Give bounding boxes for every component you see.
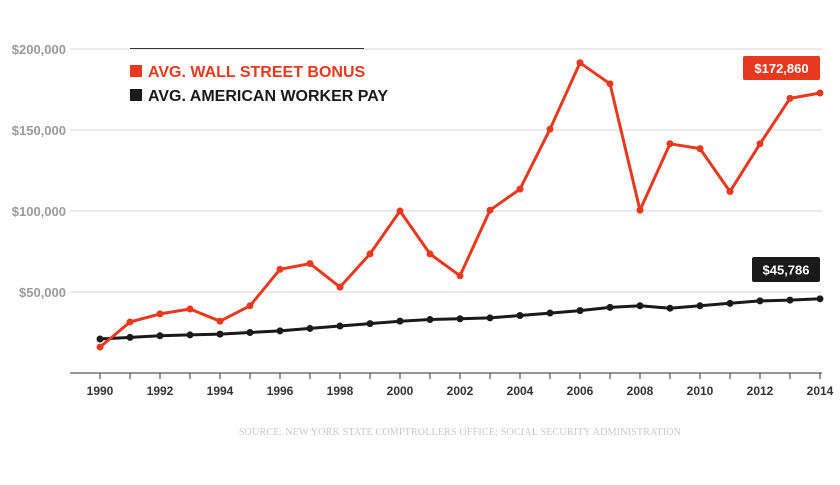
data-point <box>126 333 134 341</box>
data-point <box>246 329 254 336</box>
data-point <box>606 80 614 88</box>
data-point <box>726 188 734 196</box>
data-point <box>216 317 224 325</box>
data-point <box>336 322 344 330</box>
data-point <box>636 206 644 214</box>
data-point <box>306 260 314 268</box>
data-point <box>666 304 674 312</box>
data-point <box>696 302 704 310</box>
data-point <box>546 309 554 317</box>
legend-label: AVG. WALL STREET BONUS <box>148 64 366 81</box>
x-tick-label: 2014 <box>807 384 834 398</box>
y-axis: $50,000 $100,000 $150,000 $200,000 <box>12 42 66 300</box>
legend: AVG. WALL STREET BONUS AVG. AMERICAN WORK… <box>130 48 388 105</box>
y-tick-label: $50,000 <box>19 285 66 300</box>
data-point <box>486 314 494 322</box>
data-point <box>816 295 824 303</box>
data-point <box>156 310 164 318</box>
data-point <box>276 327 284 335</box>
x-axis: 1990 1992 1994 1996 1998 2000 2002 2004 2006 2008… <box>70 372 834 398</box>
x-tick-label: 1990 <box>87 384 114 398</box>
data-point <box>396 317 404 325</box>
x-tick-label: 2010 <box>687 384 714 398</box>
data-point <box>576 59 584 67</box>
data-point <box>276 265 284 273</box>
data-point <box>366 320 374 328</box>
data-point <box>246 302 254 310</box>
y-tick-label: $150,000 <box>12 123 66 138</box>
data-point <box>366 250 374 258</box>
x-tick-label: 2008 <box>627 384 654 398</box>
data-point <box>426 250 434 258</box>
value-callout <box>743 56 820 80</box>
legend-label: AVG. AMERICAN WORKER PAY <box>148 88 388 105</box>
x-tick-label: 1992 <box>147 384 174 398</box>
data-point <box>636 302 644 310</box>
x-tick-label: 2004 <box>507 384 534 398</box>
data-point <box>486 206 494 214</box>
data-point <box>186 331 194 339</box>
x-tick-label: 1998 <box>327 384 354 398</box>
value-callout <box>752 257 820 282</box>
data-point <box>516 185 524 193</box>
gridlines <box>70 48 822 293</box>
data-point <box>96 335 104 343</box>
data-point <box>576 307 584 315</box>
value-callout-label: $45,786 <box>763 263 810 278</box>
data-point <box>516 311 524 319</box>
y-tick-label: $100,000 <box>12 204 66 219</box>
data-point <box>696 145 704 153</box>
value-callouts: $172,860 $45,786 <box>743 56 820 282</box>
data-point <box>786 296 794 304</box>
data-point <box>336 283 344 291</box>
series-lines <box>96 59 824 351</box>
data-point <box>126 318 134 326</box>
data-point <box>156 332 164 340</box>
data-point <box>186 305 194 313</box>
data-point <box>426 316 434 324</box>
x-tick-label: 2000 <box>387 384 414 398</box>
data-point <box>786 94 794 102</box>
x-tick-label: 2002 <box>447 384 474 398</box>
data-point <box>726 299 734 307</box>
data-point <box>666 140 674 148</box>
data-point <box>306 324 314 332</box>
y-tick-label: $200,000 <box>12 42 66 57</box>
data-point <box>546 125 554 133</box>
x-tick-label: 2012 <box>747 384 774 398</box>
data-point <box>96 343 104 351</box>
data-point <box>816 89 824 97</box>
data-point <box>456 315 464 323</box>
data-point <box>456 272 464 280</box>
data-point <box>396 207 404 215</box>
x-tick-label: 1996 <box>267 384 294 398</box>
x-tick-label: 1994 <box>207 384 234 398</box>
data-point <box>606 303 614 311</box>
source-note: SOURCE: NEW YORK STATE COMPTROLLERS OFFI… <box>239 427 681 438</box>
value-callout-label: $172,860 <box>754 61 808 76</box>
legend-swatch <box>130 65 142 77</box>
legend-swatch <box>130 89 142 101</box>
data-point <box>756 140 764 148</box>
data-point <box>216 330 224 338</box>
x-tick-label: 2006 <box>567 384 594 398</box>
data-point <box>756 297 764 305</box>
